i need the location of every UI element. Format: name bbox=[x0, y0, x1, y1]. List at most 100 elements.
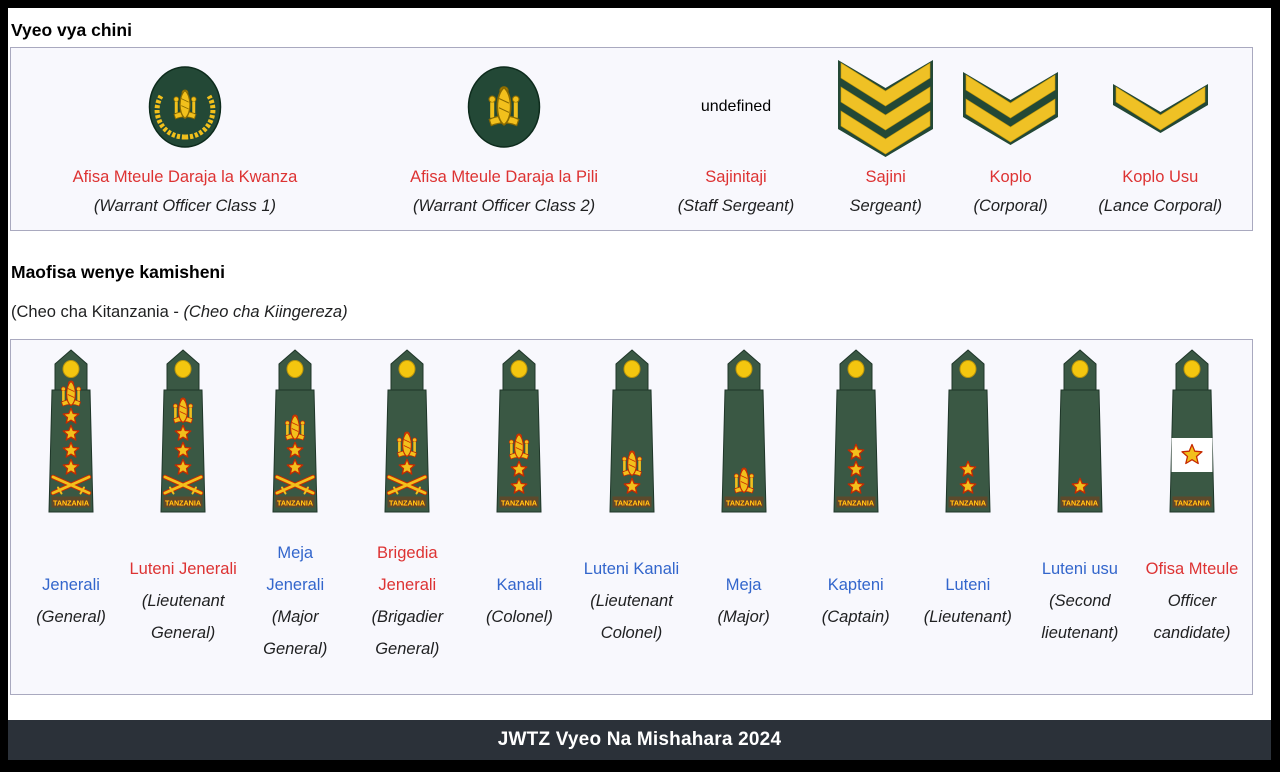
rank-badge-image-koplo[interactable] bbox=[963, 54, 1059, 160]
officer-name-link-brigedia-jenerali[interactable]: Jenerali bbox=[378, 576, 437, 594]
epaulette-image-luteni[interactable]: TANZANIA bbox=[938, 348, 998, 516]
footer-title: JWTZ Vyeo Na Mishahara 2024 bbox=[497, 729, 782, 750]
rank-badge-image-afisa-mteule-daraja-la-pili[interactable] bbox=[467, 54, 541, 160]
epaulette-image-kanali[interactable]: TANZANIA bbox=[489, 348, 549, 516]
officer-name-link-meja-jenerali[interactable]: Jenerali bbox=[266, 576, 325, 594]
rank-badge-image-koplo-usu[interactable] bbox=[1112, 54, 1208, 160]
rank-badge-image-sajinitaji[interactable]: undefined bbox=[700, 98, 772, 115]
officer-item-meja-jenerali: TANZANIA Meja Jenerali (Major General) bbox=[239, 340, 351, 694]
officer-label-luteni-kanali: Luteni Kanali (Lieutenant Colonel) bbox=[584, 516, 679, 694]
officer-name-link-meja[interactable]: Meja bbox=[725, 576, 762, 594]
rank-english-label-sajini: Sergeant) bbox=[849, 197, 922, 215]
svg-text:TANZANIA: TANZANIA bbox=[1174, 499, 1211, 508]
svg-text:TANZANIA: TANZANIA bbox=[614, 499, 651, 508]
officer-label-kanali: Kanali (Colonel) bbox=[486, 516, 553, 694]
officer-label-brigedia-jenerali: Brigedia Jenerali (Brigadier General) bbox=[372, 516, 444, 694]
officer-name-link-ofisa-mteule[interactable]: Ofisa Mteule bbox=[1145, 560, 1239, 578]
officer-english-label-luteni: (Lieutenant) bbox=[923, 608, 1012, 626]
officer-label-meja-jenerali: Meja Jenerali (Major General) bbox=[263, 516, 327, 694]
epaulette-image-luteni-jenerali[interactable]: TANZANIA bbox=[153, 348, 213, 516]
officer-english-label-jenerali: (General) bbox=[36, 608, 106, 626]
officer-item-kanali: TANZANIA Kanali (Colonel) bbox=[463, 340, 575, 694]
officer-item-kapteni: TANZANIA Kapteni (Captain) bbox=[800, 340, 912, 694]
officer-english-label-brigedia-jenerali: General) bbox=[375, 640, 440, 658]
svg-text:TANZANIA: TANZANIA bbox=[389, 499, 426, 508]
subtitle-italic: (Cheo cha Kiingereza) bbox=[183, 303, 348, 321]
svg-text:TANZANIA: TANZANIA bbox=[1062, 499, 1099, 508]
rank-name-link-koplo-usu[interactable]: Koplo Usu bbox=[1122, 168, 1199, 186]
officer-label-luteni-usu: Luteni usu (Second lieutenant) bbox=[1041, 516, 1118, 694]
rank-name-link-koplo[interactable]: Koplo bbox=[989, 168, 1032, 186]
epaulette-image-brigedia-jenerali[interactable]: TANZANIA bbox=[377, 348, 437, 516]
officer-english-label-meja: (Major) bbox=[717, 608, 770, 626]
rank-item-sajinitaji: undefined Sajinitaji (Staff Sergeant) bbox=[651, 52, 820, 221]
officer-english-label-ofisa-mteule: Officer bbox=[1167, 592, 1217, 610]
rank-english-label-koplo-usu: (Lance Corporal) bbox=[1098, 197, 1223, 215]
epaulette-image-meja[interactable]: TANZANIA bbox=[714, 348, 774, 516]
epaulette-image-ofisa-mteule[interactable]: TANZANIA bbox=[1162, 348, 1222, 516]
rank-name-link-afisa-mteule-daraja-la-pili[interactable]: Afisa Mteule Daraja la Pili bbox=[410, 168, 599, 186]
rank-english-label-koplo: (Corporal) bbox=[973, 197, 1048, 215]
officer-english-label-kanali: (Colonel) bbox=[485, 608, 553, 626]
officer-name-link-luteni-jenerali[interactable]: Luteni Jenerali bbox=[129, 560, 237, 578]
officer-english-label-luteni-kanali: Colonel) bbox=[600, 624, 663, 642]
rank-name-link-afisa-mteule-daraja-la-kwanza[interactable]: Afisa Mteule Daraja la Kwanza bbox=[72, 168, 298, 186]
subtitle-plain: (Cheo cha Kitanzania - bbox=[11, 303, 184, 321]
svg-text:TANZANIA: TANZANIA bbox=[277, 499, 314, 508]
officer-item-ofisa-mteule: TANZANIA Ofisa Mteule Officer candidate) bbox=[1136, 340, 1248, 694]
rank-item-koplo: Koplo (Corporal) bbox=[951, 52, 1071, 221]
rank-item-sajini: Sajini Sergeant) bbox=[821, 52, 951, 221]
officer-english-label-kapteni: (Captain) bbox=[821, 608, 890, 626]
officer-name-link-luteni-kanali[interactable]: Luteni Kanali bbox=[583, 560, 680, 578]
section-title-officers: Maofisa wenye kamisheni bbox=[11, 262, 225, 282]
officer-name-link-meja-jenerali[interactable]: Meja bbox=[277, 544, 314, 562]
officer-item-luteni-kanali: TANZANIA Luteni Kanali (Lieutenant Colonel… bbox=[575, 340, 687, 694]
epaulette-image-luteni-usu[interactable]: TANZANIA bbox=[1050, 348, 1110, 516]
rank-name-link-sajinitaji[interactable]: Sajinitaji bbox=[705, 168, 767, 186]
rank-english-label-afisa-mteule-daraja-la-pili: (Warrant Officer Class 2) bbox=[412, 197, 596, 215]
rank-badge-image-afisa-mteule-daraja-la-kwanza[interactable] bbox=[148, 54, 222, 160]
officer-english-label-brigedia-jenerali: (Brigadier bbox=[371, 608, 444, 626]
rank-name-link-sajini[interactable]: Sajini bbox=[865, 168, 906, 186]
svg-text:TANZANIA: TANZANIA bbox=[950, 499, 987, 508]
rank-item-afisa-mteule-daraja-la-pili: Afisa Mteule Daraja la Pili (Warrant Offi… bbox=[357, 52, 651, 221]
rank-english-label-sajinitaji: (Staff Sergeant) bbox=[677, 197, 795, 215]
officer-item-meja: TANZANIA Meja (Major) bbox=[688, 340, 800, 694]
officer-name-link-luteni-usu[interactable]: Luteni usu bbox=[1041, 560, 1118, 578]
rank-badge-image-sajini[interactable] bbox=[838, 54, 934, 160]
officer-label-meja: Meja (Major) bbox=[717, 516, 769, 694]
officer-item-luteni: TANZANIA Luteni (Lieutenant) bbox=[912, 340, 1024, 694]
subtitle: (Cheo cha Kitanzania - (Cheo cha Kiinger… bbox=[11, 300, 1271, 324]
rank-item-koplo-usu: Koplo Usu (Lance Corporal) bbox=[1071, 52, 1250, 221]
officer-item-luteni-usu: TANZANIA Luteni usu (Second lieutenant) bbox=[1024, 340, 1136, 694]
officer-english-label-luteni-jenerali: (Lieutenant bbox=[141, 592, 225, 610]
officer-english-label-luteni-jenerali: General) bbox=[151, 624, 216, 642]
officer-label-kapteni: Kapteni (Captain) bbox=[822, 516, 890, 694]
epaulette-image-jenerali[interactable]: TANZANIA bbox=[41, 348, 101, 516]
officer-item-brigedia-jenerali: TANZANIA Brigedia Jenerali (Brigadier Gener… bbox=[351, 340, 463, 694]
epaulette-image-kapteni[interactable]: TANZANIA bbox=[826, 348, 886, 516]
page: Vyeo vya chini Afisa Mteule Daraja la Kw… bbox=[8, 8, 1271, 760]
svg-text:TANZANIA: TANZANIA bbox=[501, 499, 538, 508]
officer-name-link-kapteni[interactable]: Kapteni bbox=[827, 576, 884, 594]
officer-item-jenerali: TANZANIA Jenerali (General) bbox=[15, 340, 127, 694]
epaulette-image-luteni-kanali[interactable]: TANZANIA bbox=[602, 348, 662, 516]
officer-name-link-brigedia-jenerali[interactable]: Brigedia bbox=[377, 544, 438, 562]
officer-name-link-kanali[interactable]: Kanali bbox=[496, 576, 543, 594]
officer-name-link-luteni[interactable]: Luteni bbox=[945, 576, 991, 594]
officer-english-label-ofisa-mteule: candidate) bbox=[1153, 624, 1231, 642]
officer-name-link-jenerali[interactable]: Jenerali bbox=[42, 576, 100, 594]
svg-text:TANZANIA: TANZANIA bbox=[165, 499, 202, 508]
epaulette-image-meja-jenerali[interactable]: TANZANIA bbox=[265, 348, 325, 516]
officer-label-luteni-jenerali: Luteni Jenerali (Lieutenant General) bbox=[129, 516, 236, 694]
rank-english-label-afisa-mteule-daraja-la-kwanza: (Warrant Officer Class 1) bbox=[93, 197, 277, 215]
officer-english-label-meja-jenerali: (Major bbox=[271, 608, 319, 626]
officer-english-label-luteni-kanali: (Lieutenant bbox=[590, 592, 673, 610]
rank-item-afisa-mteule-daraja-la-kwanza: Afisa Mteule Daraja la Kwanza (Warrant Of… bbox=[13, 52, 357, 221]
svg-text:TANZANIA: TANZANIA bbox=[726, 499, 763, 508]
footer-banner: JWTZ Vyeo Na Mishahara 2024 bbox=[8, 720, 1271, 760]
officer-english-label-luteni-usu: lieutenant) bbox=[1041, 624, 1119, 642]
officer-english-label-luteni-usu: (Second bbox=[1049, 592, 1111, 610]
lower-ranks-box: Afisa Mteule Daraja la Kwanza (Warrant Of… bbox=[10, 47, 1253, 231]
officer-label-luteni: Luteni (Lieutenant) bbox=[924, 516, 1012, 694]
